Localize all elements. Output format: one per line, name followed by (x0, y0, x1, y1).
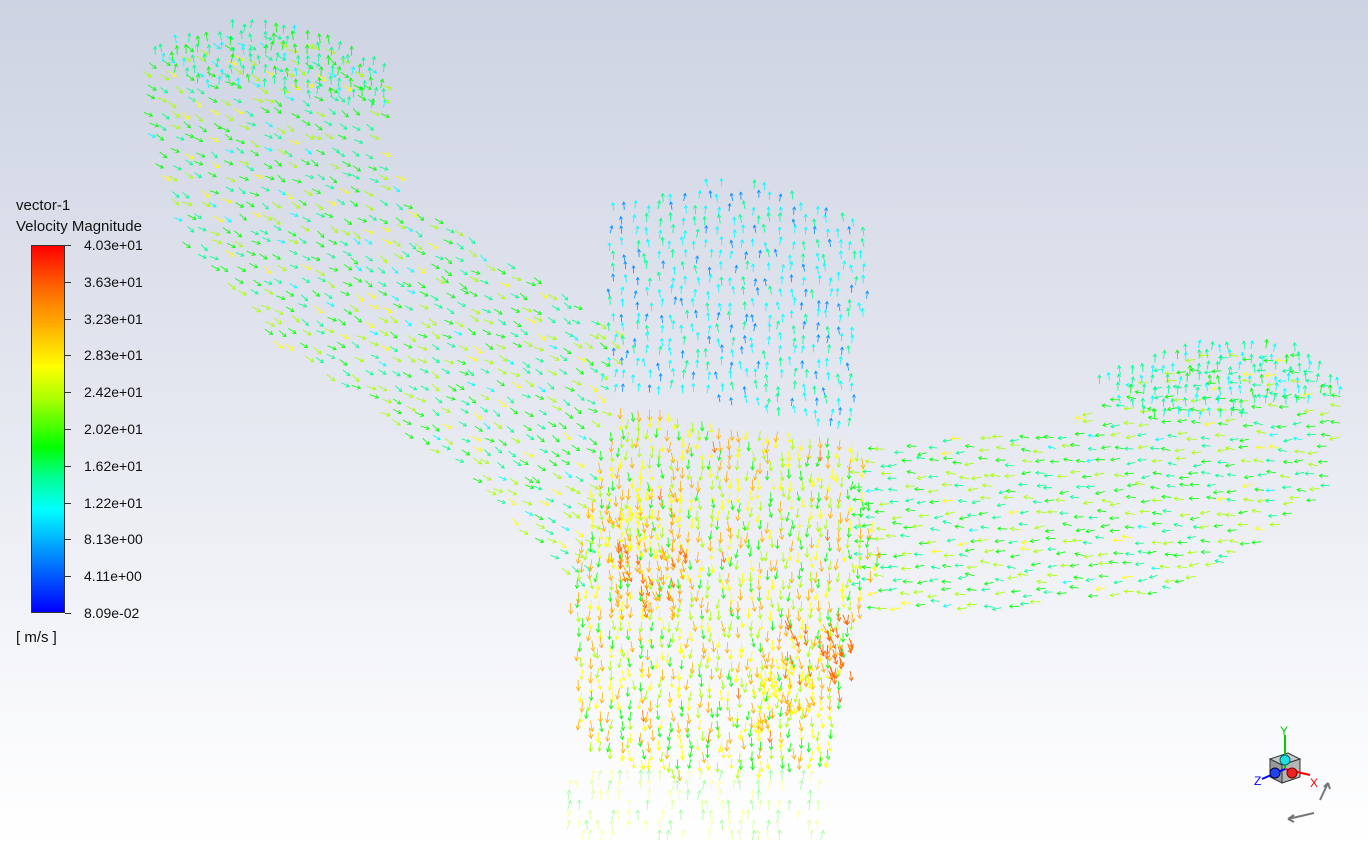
legend-tick (65, 245, 71, 246)
color-legend: vector-1 Velocity Magnitude 4.03e+01 3.63… (16, 197, 216, 657)
legend-tick (65, 429, 71, 430)
y-axis-sphere (1279, 754, 1291, 766)
legend-tick-label: 2.02e+01 (84, 421, 143, 437)
legend-tick (65, 502, 71, 504)
legend-tick-label: 3.63e+01 (84, 273, 143, 290)
rotate-view-arrow-icon[interactable] (1319, 782, 1331, 801)
legend-tick-label: 2.42e+01 (84, 384, 143, 401)
legend-tick-label: 4.03e+01 (84, 237, 143, 253)
legend-tick-label: 1.22e+01 (84, 494, 143, 511)
z-axis-sphere (1269, 767, 1281, 779)
legend-tick-label: 8.13e+00 (84, 531, 143, 548)
legend-tick-label: 2.83e+01 (84, 347, 143, 364)
legend-units: [ m/s ] (16, 629, 57, 646)
legend-tick-label: 4.11e+00 (84, 568, 142, 585)
legend-tick-label: 1.62e+01 (84, 457, 143, 474)
colorbar (31, 245, 65, 613)
floor-reflection (566, 769, 825, 841)
legend-tick (65, 355, 71, 357)
legend-title: vector-1 (16, 197, 71, 214)
legend-tick (65, 318, 71, 320)
legend-tick (65, 613, 71, 614)
spin-view-arrow-icon[interactable] (1287, 812, 1315, 823)
velocity-vector-field (143, 18, 1343, 782)
legend-tick (65, 465, 71, 467)
legend-tick (65, 281, 71, 283)
legend-tick (65, 576, 71, 578)
z-axis-label: Z (1254, 774, 1261, 788)
legend-tick (65, 539, 71, 541)
legend-tick-label: 3.23e+01 (84, 310, 143, 327)
legend-variable-name: Velocity Magnitude (16, 218, 142, 235)
x-axis-sphere (1286, 767, 1298, 779)
axis-triad[interactable]: X Y Z (1240, 725, 1350, 825)
legend-tick-label: 8.09e-02 (84, 605, 140, 621)
legend-tick (65, 392, 71, 394)
x-axis-label: X (1310, 776, 1318, 790)
y-axis-label: Y (1280, 725, 1288, 738)
